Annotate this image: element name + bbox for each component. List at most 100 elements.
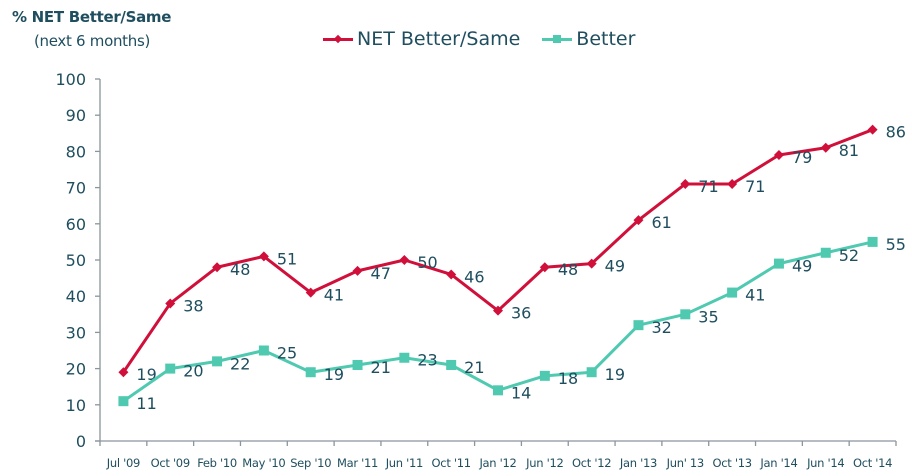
x-tick-label: Jun '14 bbox=[806, 456, 844, 470]
data-point-diamond bbox=[258, 251, 269, 262]
data-label: 22 bbox=[230, 354, 250, 373]
y-tick-label: 80 bbox=[66, 142, 86, 161]
x-tick-label: Oct '14 bbox=[853, 456, 892, 470]
data-label: 32 bbox=[651, 318, 671, 337]
data-point-square bbox=[773, 258, 784, 269]
x-tick-label: Jul '09 bbox=[106, 456, 140, 470]
data-point-square bbox=[493, 385, 503, 396]
y-tick-label: 30 bbox=[66, 323, 86, 342]
data-point-diamond bbox=[773, 150, 784, 161]
data-label: 19 bbox=[136, 365, 156, 384]
data-point-square bbox=[680, 309, 691, 320]
x-tick-label: Oct '12 bbox=[572, 456, 611, 470]
data-point-square bbox=[118, 396, 129, 407]
data-label: 79 bbox=[792, 148, 812, 167]
data-point-diamond bbox=[820, 142, 831, 153]
data-label: 18 bbox=[558, 369, 578, 388]
data-label: 19 bbox=[324, 365, 344, 384]
data-label: 48 bbox=[230, 260, 250, 279]
y-tick-label: 100 bbox=[55, 70, 86, 89]
data-label: 21 bbox=[464, 358, 484, 377]
y-tick-label: 50 bbox=[66, 251, 86, 270]
data-label: 35 bbox=[698, 307, 718, 326]
data-point-square bbox=[633, 320, 644, 331]
data-label: 86 bbox=[886, 123, 906, 142]
x-tick-label: Jan '12 bbox=[478, 456, 516, 470]
data-point-square bbox=[258, 345, 269, 356]
data-label: 23 bbox=[417, 351, 437, 370]
x-tick-label: Oct '11 bbox=[432, 456, 471, 470]
data-label: 36 bbox=[511, 304, 531, 323]
x-tick-label: Jan '14 bbox=[759, 456, 797, 470]
data-point-square bbox=[399, 352, 410, 363]
data-point-diamond bbox=[680, 178, 691, 189]
data-point-diamond bbox=[633, 215, 644, 226]
data-point-diamond bbox=[305, 287, 316, 298]
legend-label: Better bbox=[576, 28, 636, 50]
data-point-square bbox=[867, 236, 878, 247]
data-point-diamond bbox=[118, 367, 129, 378]
x-tick-label: Sep '10 bbox=[290, 456, 331, 470]
data-label: 14 bbox=[511, 383, 531, 402]
data-point-diamond bbox=[586, 258, 597, 269]
data-point-square bbox=[727, 287, 738, 298]
y-tick-label: 0 bbox=[76, 432, 86, 451]
data-point-square bbox=[446, 359, 457, 370]
data-point-diamond bbox=[165, 298, 176, 309]
data-point-square bbox=[539, 370, 550, 381]
data-label: 20 bbox=[183, 362, 203, 381]
data-label: 11 bbox=[136, 394, 156, 413]
data-label: 38 bbox=[183, 296, 203, 315]
data-point-diamond bbox=[539, 262, 550, 273]
data-label: 21 bbox=[371, 358, 391, 377]
y-tick-label: 20 bbox=[66, 360, 86, 379]
legend-swatch-diamond-icon bbox=[323, 33, 353, 45]
x-tick-label: Jan '13 bbox=[619, 456, 657, 470]
legend-label: NET Better/Same bbox=[357, 28, 521, 50]
y-tick-label: 70 bbox=[66, 179, 86, 198]
data-point-square bbox=[212, 356, 223, 367]
data-label: 47 bbox=[371, 264, 391, 283]
y-axis-title: % NET Better/Same bbox=[12, 8, 172, 26]
data-label: 25 bbox=[277, 344, 297, 363]
data-point-square bbox=[305, 367, 316, 378]
data-label: 48 bbox=[558, 260, 578, 279]
data-point-diamond bbox=[446, 269, 457, 280]
data-point-diamond bbox=[727, 178, 738, 189]
data-label: 41 bbox=[745, 286, 765, 305]
x-tick-label: Mar '11 bbox=[337, 456, 378, 470]
data-label: 49 bbox=[792, 257, 812, 276]
legend-item-better[interactable]: Better bbox=[542, 28, 635, 50]
x-tick-label: Oct '09 bbox=[151, 456, 190, 470]
x-tick-label: Jun '12 bbox=[525, 456, 563, 470]
data-label: 71 bbox=[698, 177, 718, 196]
x-tick-label: Feb '10 bbox=[197, 456, 237, 470]
data-label: 19 bbox=[605, 365, 625, 384]
legend: NET Better/Same Better bbox=[323, 28, 657, 50]
data-label: 61 bbox=[651, 213, 671, 232]
x-tick-label: Jun '11 bbox=[385, 456, 423, 470]
y-tick-label: 10 bbox=[66, 396, 86, 415]
legend-item-net-better-same[interactable]: NET Better/Same bbox=[323, 28, 520, 50]
data-point-diamond bbox=[212, 262, 223, 273]
data-point-diamond bbox=[399, 255, 410, 265]
data-point-square bbox=[165, 363, 176, 374]
data-label: 49 bbox=[605, 257, 625, 276]
data-label: 71 bbox=[745, 177, 765, 196]
data-point-square bbox=[820, 247, 831, 258]
x-tick-label: May '10 bbox=[242, 456, 285, 470]
data-point-diamond bbox=[352, 265, 363, 276]
x-tick-label: Jun' 13 bbox=[666, 456, 704, 470]
y-tick-label: 40 bbox=[66, 287, 86, 306]
x-tick-label: Oct '13 bbox=[713, 456, 752, 470]
series-line-net-better-same bbox=[122, 128, 874, 374]
data-label: 81 bbox=[839, 141, 859, 160]
data-label: 50 bbox=[417, 253, 437, 272]
data-point-diamond bbox=[493, 305, 503, 316]
data-label: 55 bbox=[886, 235, 906, 254]
data-label: 41 bbox=[324, 286, 344, 305]
data-label: 46 bbox=[464, 267, 484, 286]
y-axis-subtitle: (next 6 months) bbox=[34, 32, 151, 50]
data-label: 52 bbox=[839, 246, 859, 265]
